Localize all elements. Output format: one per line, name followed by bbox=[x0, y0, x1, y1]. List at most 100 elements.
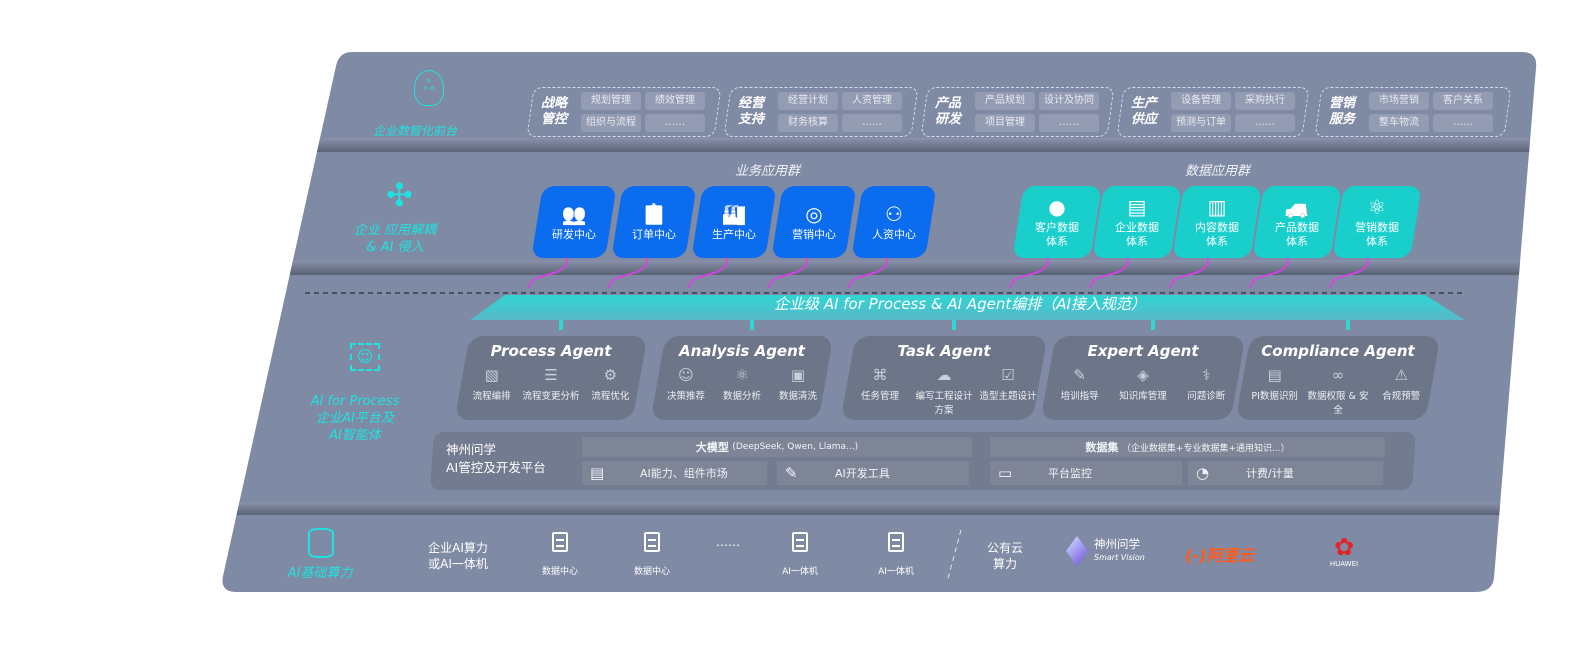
agent-capability[interactable]: ☰ 流程变更分析 bbox=[522, 366, 581, 402]
alert-icon: ⚠ bbox=[1394, 366, 1409, 384]
business-app-tile[interactable]: 🏭 生产中心 bbox=[691, 186, 777, 258]
front-label: 企业数智化前台 bbox=[372, 124, 457, 138]
connector-arrow bbox=[608, 250, 648, 289]
tile-label-2: 体系 bbox=[1366, 235, 1388, 248]
agent-capability[interactable]: ▤ PI数据识别 bbox=[1243, 366, 1306, 416]
tile-label-1: 内容数据 bbox=[1195, 221, 1239, 234]
data-app-tile[interactable]: ● 客户数据 体系 bbox=[1012, 186, 1102, 258]
group-item[interactable]: …… bbox=[1433, 114, 1493, 132]
agent-capability[interactable]: ☺ 决策推荐 bbox=[658, 366, 713, 402]
network-icon: ⌘ bbox=[872, 366, 888, 384]
group-item[interactable]: 组织与流程 bbox=[581, 114, 641, 132]
cloud-label: 公有云 算力 bbox=[980, 540, 1030, 572]
agent-capability[interactable]: ∞ 数据权限 & 安全 bbox=[1307, 366, 1370, 416]
agent-capability[interactable]: ⌘ 任务管理 bbox=[848, 366, 911, 416]
vendor-name: HUAWEI bbox=[1329, 560, 1359, 568]
model-note: (DeepSeek, Qwen, Llama...) bbox=[732, 442, 859, 452]
server: AI一体机 bbox=[866, 532, 926, 577]
data-app-tile[interactable]: ▤ 企业数据 体系 bbox=[1092, 186, 1182, 258]
tool-label: AI开发工具 bbox=[835, 467, 890, 480]
group-item[interactable]: 采购执行 bbox=[1235, 92, 1295, 110]
business-app-tile[interactable]: 👥 研发中心 bbox=[531, 186, 617, 258]
agent-capability[interactable]: ☁ 编写工程设计方案 bbox=[912, 366, 975, 416]
business-group-title: 业务应用群 bbox=[735, 164, 801, 179]
factory-icon: 🏭 bbox=[721, 202, 747, 226]
group-item[interactable]: 人资管理 bbox=[842, 92, 902, 110]
data-app-tile[interactable]: ⚛ 营销数据 体系 bbox=[1332, 186, 1422, 258]
data-app-tile[interactable]: 🚙 产品数据 体系 bbox=[1252, 186, 1342, 258]
target-icon: ◎ bbox=[805, 202, 823, 226]
server-label: AI一体机 bbox=[878, 567, 914, 577]
group-item[interactable]: …… bbox=[842, 114, 902, 132]
id-card-icon: ▤ bbox=[1267, 366, 1282, 384]
ai-layer-label: AI for Process 企业AI平台及 AI智能体 bbox=[300, 393, 410, 444]
group-item[interactable]: 经营计划 bbox=[778, 92, 838, 110]
agent-capability[interactable]: ✎ 培训指导 bbox=[1048, 366, 1111, 402]
agent-capability[interactable]: ◈ 知识库管理 bbox=[1112, 366, 1175, 402]
capability-label: 数据清洗 bbox=[778, 391, 817, 402]
brain-icon: ஃ bbox=[414, 70, 444, 106]
link-icon: ∞ bbox=[1331, 366, 1345, 384]
agent-capability[interactable]: ⚠ 合规预警 bbox=[1370, 366, 1433, 416]
group-item[interactable]: 市场营销 bbox=[1369, 92, 1429, 110]
agent-capability[interactable]: ▧ 流程编排 bbox=[462, 366, 521, 402]
dev-tool-icon: ✎ bbox=[785, 464, 798, 482]
group-item[interactable]: 设备管理 bbox=[1171, 92, 1231, 110]
server-icon bbox=[552, 532, 568, 552]
capability-label: 培训指导 bbox=[1060, 391, 1099, 402]
model-box: 大模型 (DeepSeek, Qwen, Llama...) bbox=[582, 437, 972, 457]
agent-card[interactable]: Compliance Agent ▤ PI数据识别 ∞ 数据权限 & 安全 ⚠ 合规预警 bbox=[1235, 336, 1441, 420]
agent-capability[interactable]: ⚙ 流程优化 bbox=[581, 366, 640, 402]
group-item[interactable]: 产品规划 bbox=[975, 92, 1035, 110]
agent-capability[interactable]: ⚛ 数据分析 bbox=[714, 366, 769, 402]
platform-tool[interactable]: ✎ AI开发工具 bbox=[777, 461, 969, 485]
group-item[interactable]: 项目管理 bbox=[975, 114, 1035, 132]
data-app-tile[interactable]: ▥ 内容数据 体系 bbox=[1172, 186, 1262, 258]
group-item[interactable]: …… bbox=[1235, 114, 1295, 132]
capability-label: 决策推荐 bbox=[666, 391, 705, 402]
business-app-tile[interactable]: ⚇ 人资中心 bbox=[851, 186, 937, 258]
tool-label: AI能力、组件市场 bbox=[640, 467, 728, 480]
front-group: 战略管控 规划管理 绩效管理 组织与流程…… bbox=[526, 87, 722, 137]
group-item[interactable]: 绩效管理 bbox=[645, 92, 705, 110]
server: 数据中心 bbox=[530, 532, 590, 577]
agent-card[interactable]: Task Agent ⌘ 任务管理 ☁ 编写工程设计方案 ☑ 造型主题设计 bbox=[840, 336, 1048, 420]
agent-capability[interactable]: ⚕ 问题诊断 bbox=[1175, 366, 1238, 402]
group-item[interactable]: 规划管理 bbox=[581, 92, 641, 110]
group-title: 产品研发 bbox=[935, 96, 962, 127]
agent-card[interactable]: Process Agent ▧ 流程编排 ☰ 流程变更分析 ⚙ 流程优化 bbox=[454, 336, 648, 420]
server: AI一体机 bbox=[770, 532, 830, 577]
group-item[interactable]: 客户关系 bbox=[1433, 92, 1493, 110]
vendor-name: 神州问学 bbox=[1094, 537, 1140, 551]
connector-arrow bbox=[768, 250, 808, 289]
agent-name: Expert Agent bbox=[1087, 342, 1199, 360]
group-item[interactable]: 设计及协同 bbox=[1039, 92, 1099, 110]
agent-capability[interactable]: ☑ 造型主题设计 bbox=[976, 366, 1039, 416]
infra-label: AI基础算力 bbox=[287, 566, 353, 581]
market-icon: ▤ bbox=[590, 464, 605, 482]
diagnose-icon: ⚕ bbox=[1202, 366, 1211, 384]
platform-tool[interactable]: ◔ 计费/计量 bbox=[1188, 461, 1383, 485]
platform-tool[interactable]: ▤ AI能力、组件市场 bbox=[582, 461, 767, 485]
tile-label-1: 营销数据 bbox=[1355, 221, 1399, 234]
group-item[interactable]: 财务核算 bbox=[778, 114, 838, 132]
group-item[interactable]: …… bbox=[1039, 114, 1099, 132]
group-title: 营销服务 bbox=[1329, 96, 1356, 127]
group-item[interactable]: 预测与订单 bbox=[1171, 114, 1231, 132]
group-item[interactable]: …… bbox=[645, 114, 705, 132]
server: 数据中心 bbox=[622, 532, 682, 577]
agent-card[interactable]: Analysis Agent ☺ 决策推荐 ⚛ 数据分析 ▣ 数据清洗 bbox=[650, 336, 834, 420]
platform-tool[interactable]: ▭ 平台监控 bbox=[990, 461, 1182, 485]
agent-name: Analysis Agent bbox=[679, 342, 805, 360]
down-arrow-icon bbox=[747, 320, 757, 336]
vendor-sub: Smart Vision bbox=[1094, 553, 1145, 562]
agent-capability[interactable]: ▣ 数据清洗 bbox=[770, 366, 825, 402]
platform-title2: AI管控及开发平台 bbox=[446, 460, 546, 475]
group-item[interactable]: 整车物流 bbox=[1369, 114, 1429, 132]
business-app-tile[interactable]: 📋 订单中心 bbox=[611, 186, 697, 258]
front-group: 产品研发 产品规划 设计及协同 项目管理…… bbox=[920, 87, 1115, 137]
huawei-logo-icon: ✿ bbox=[1333, 533, 1355, 561]
business-app-tile[interactable]: ◎ 营销中心 bbox=[771, 186, 857, 258]
layers-icon: ◈ bbox=[1137, 366, 1149, 384]
agent-card[interactable]: Expert Agent ✎ 培训指导 ◈ 知识库管理 ⚕ 问题诊断 bbox=[1040, 336, 1246, 420]
